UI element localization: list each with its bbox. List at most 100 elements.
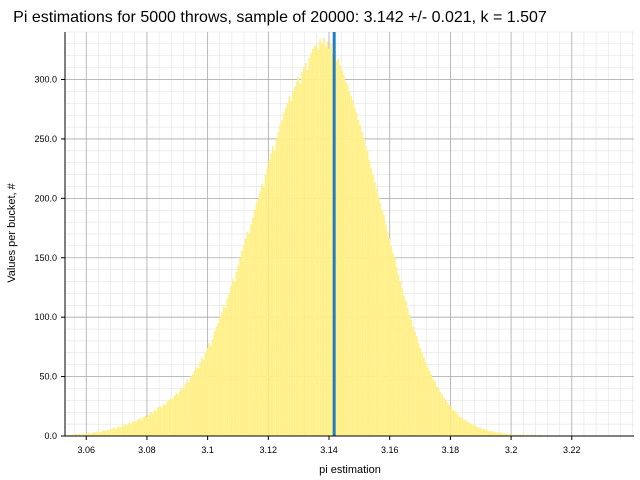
histogram-bar (139, 418, 141, 436)
histogram-bar (399, 281, 402, 436)
histogram-bar (508, 433, 511, 436)
histogram-bar (302, 67, 305, 436)
histogram-bar (288, 96, 291, 436)
histogram-bar (495, 432, 498, 436)
x-tick-label: 3.06 (77, 445, 95, 455)
histogram-bar (519, 434, 522, 436)
histogram-bar (475, 426, 478, 436)
histogram-bar (255, 203, 258, 436)
histogram-bar (262, 186, 265, 436)
y-tick-label: 200.0 (34, 193, 57, 203)
y-tick-label: 150.0 (34, 253, 57, 263)
histogram-bar (322, 37, 325, 437)
histogram-bar (108, 430, 110, 436)
histogram-bar (157, 407, 160, 436)
histogram-bar (339, 65, 342, 436)
histogram-bar (452, 409, 455, 436)
histogram-bar (410, 319, 413, 436)
histogram-bar (210, 345, 212, 436)
histogram-bar (80, 434, 83, 436)
histogram-bar (91, 432, 94, 436)
histogram-bar (186, 380, 189, 436)
histogram-bar (253, 210, 256, 436)
histogram-bar (392, 253, 394, 436)
x-tick-label: 3.2 (505, 445, 518, 455)
histogram-bar (151, 413, 154, 436)
histogram-bar (286, 103, 289, 436)
histogram-bar (222, 305, 225, 436)
histogram-bar (142, 416, 145, 436)
y-tick-label: 250.0 (34, 134, 57, 144)
histogram-bar (111, 428, 114, 436)
histogram-bar (386, 231, 389, 436)
histogram-bar (308, 58, 311, 437)
histogram-bar (408, 314, 411, 436)
histogram-bar (220, 312, 223, 436)
histogram-bar (430, 374, 433, 436)
histogram-bar (242, 245, 245, 436)
histogram-bar (317, 49, 320, 437)
histogram-bar (169, 397, 172, 436)
histogram-bar (273, 150, 276, 436)
histogram-bar (171, 399, 174, 436)
histogram-bar (295, 81, 298, 436)
histogram-bar (68, 434, 70, 436)
histogram-bar (310, 53, 313, 436)
histogram-bar (230, 286, 232, 436)
histogram-bar (321, 43, 323, 436)
histogram-bar (233, 281, 236, 436)
histogram-bar (530, 434, 533, 436)
x-tick-label: 3.08 (138, 445, 156, 455)
y-tick-label: 100.0 (34, 312, 57, 322)
histogram-bar (426, 367, 429, 436)
histogram-bar (510, 434, 513, 436)
histogram-bar (271, 146, 274, 436)
histogram-bar (437, 388, 440, 436)
histogram-bar (488, 431, 491, 436)
histogram-bar (179, 390, 181, 436)
histogram-bar (352, 100, 354, 436)
y-ticks: 0.0 50.0 100.0 150.0 200.0 250.0 300.0 (34, 75, 65, 441)
histogram-bar (337, 58, 340, 437)
histogram-bar (75, 433, 78, 436)
histogram-bar (104, 431, 107, 436)
histogram-bar (164, 405, 167, 436)
histogram-bar (228, 293, 231, 436)
histogram-bar (454, 411, 456, 436)
y-axis-label: Values per bucket, # (6, 182, 18, 282)
histogram-bar (211, 338, 214, 436)
histogram-bar (133, 420, 136, 436)
histogram-bar (368, 160, 371, 436)
histogram-bar (208, 343, 211, 436)
histogram-bar (251, 217, 254, 436)
histogram-bar (419, 348, 422, 436)
histogram-bar (413, 331, 416, 436)
histogram-bar (450, 407, 453, 436)
histogram-bar (401, 288, 404, 436)
histogram-bar (231, 279, 234, 436)
histogram-bar (224, 307, 227, 436)
histogram-bar (463, 419, 465, 436)
histogram-bar (182, 389, 185, 436)
histogram-bar (497, 432, 500, 436)
histogram-bar (512, 434, 515, 436)
histogram-bar (248, 234, 251, 436)
histogram-bar (515, 434, 518, 436)
x-tick-label: 3.16 (381, 445, 399, 455)
histogram-bar (149, 412, 152, 436)
histogram-bar (148, 414, 150, 436)
histogram-bar (470, 424, 473, 436)
histogram-bar (366, 150, 369, 436)
histogram-bar (335, 60, 338, 437)
histogram-bar (319, 39, 322, 436)
histogram-bar (155, 411, 158, 436)
histogram-bar (217, 323, 220, 436)
histogram-bar (159, 406, 161, 436)
histogram-bar (160, 407, 163, 436)
histogram-bar (348, 91, 351, 436)
histogram-bar (370, 167, 373, 437)
histogram-bar (501, 433, 504, 436)
histogram-bar (424, 362, 427, 436)
histogram-bar (97, 431, 99, 436)
histogram-bar (359, 124, 362, 437)
